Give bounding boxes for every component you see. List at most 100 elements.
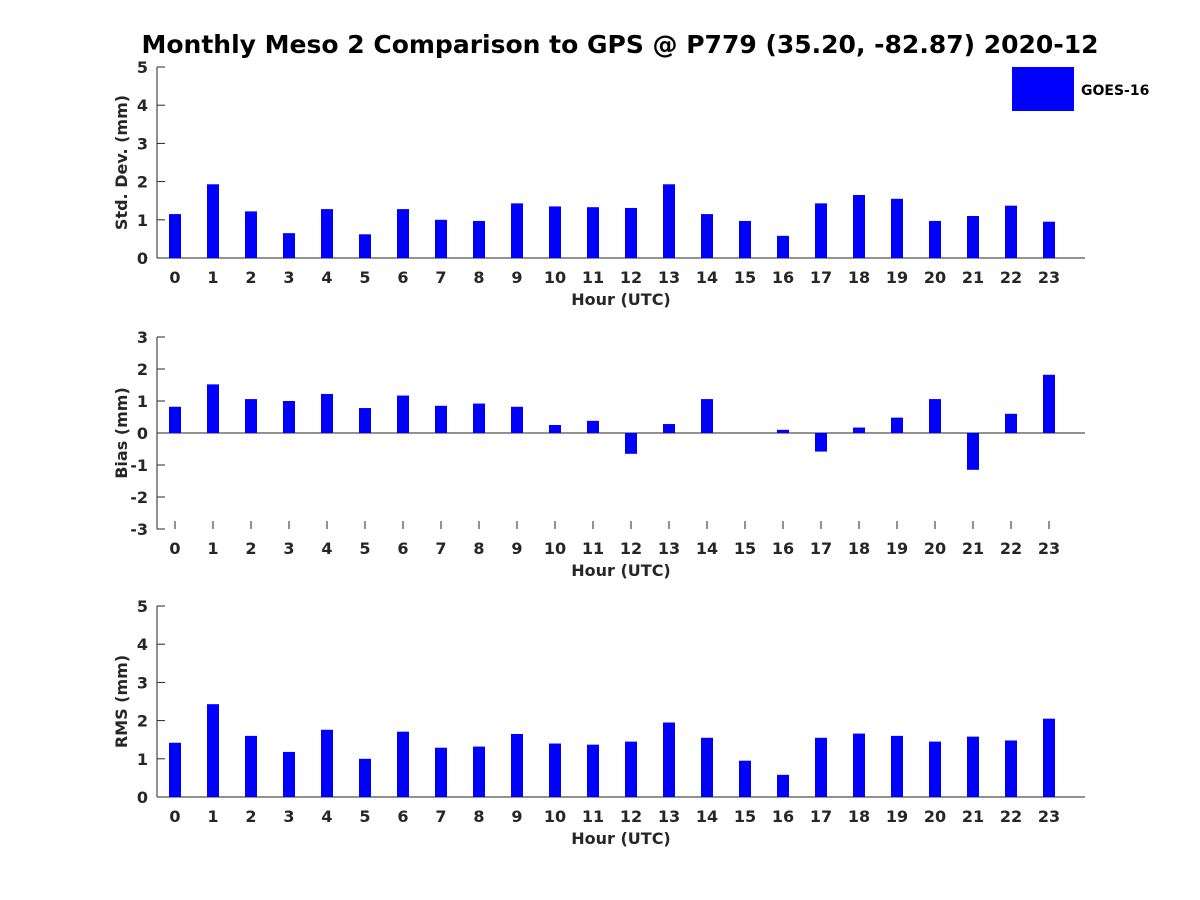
bar-hour-10 — [549, 743, 561, 797]
x-tick-label: 15 — [734, 268, 756, 287]
bar-hour-22 — [1005, 413, 1017, 433]
x-tick-label: 3 — [283, 268, 294, 287]
x-tick-label: 3 — [283, 807, 294, 826]
bar-hour-11 — [587, 207, 599, 258]
bar-hour-16 — [777, 235, 789, 258]
bar-hour-8 — [473, 403, 485, 433]
bar-hour-13 — [663, 184, 675, 258]
x-tick-label: 10 — [544, 807, 566, 826]
x-tick-label: 18 — [848, 268, 870, 287]
bar-hour-9 — [511, 733, 523, 797]
bar-hour-21 — [967, 433, 979, 470]
bar-hour-3 — [283, 751, 295, 797]
y-axis-label: RMS (mm) — [112, 655, 131, 748]
x-tick-label: 0 — [169, 807, 180, 826]
bar-hour-10 — [549, 425, 561, 433]
bar-hour-7 — [435, 405, 447, 433]
legend: GOES-16 — [1012, 67, 1149, 111]
x-tick-label: 13 — [658, 268, 680, 287]
bar-hour-23 — [1043, 718, 1055, 797]
x-tick-label: 6 — [397, 807, 408, 826]
y-tick-label: 0 — [137, 788, 148, 807]
x-tick-label: 0 — [169, 268, 180, 287]
bar-hour-1 — [207, 704, 219, 797]
x-tick-label: 10 — [544, 268, 566, 287]
bar-hour-10 — [549, 206, 561, 258]
y-axis-label: Bias (mm) — [112, 387, 131, 479]
bar-hour-23 — [1043, 221, 1055, 258]
x-tick-label: 12 — [620, 268, 642, 287]
x-tick-label: 19 — [886, 539, 908, 558]
legend-swatch — [1012, 67, 1074, 111]
x-tick-label: 9 — [511, 539, 522, 558]
x-tick-label: 14 — [696, 807, 718, 826]
bar-hour-0 — [169, 214, 181, 258]
x-tick-label: 4 — [321, 807, 332, 826]
bar-hour-6 — [397, 395, 409, 433]
x-tick-label: 2 — [245, 539, 256, 558]
bar-hour-13 — [663, 424, 675, 433]
x-tick-label: 6 — [397, 539, 408, 558]
x-tick-label: 12 — [620, 539, 642, 558]
chart-title: Monthly Meso 2 Comparison to GPS @ P779 … — [142, 30, 1099, 59]
bar-hour-21 — [967, 736, 979, 797]
x-tick-label: 2 — [245, 268, 256, 287]
x-tick-label: 20 — [924, 807, 946, 826]
x-tick-label: 15 — [734, 807, 756, 826]
bar-hour-12 — [625, 741, 637, 797]
x-tick-label: 4 — [321, 268, 332, 287]
x-tick-label: 13 — [658, 539, 680, 558]
bar-hour-14 — [701, 214, 713, 258]
y-tick-label: 4 — [137, 635, 148, 654]
x-tick-label: 21 — [962, 268, 984, 287]
x-tick-label: 5 — [359, 539, 370, 558]
x-tick-label: 18 — [848, 807, 870, 826]
bar-hour-12 — [625, 207, 637, 258]
bar-hour-2 — [245, 211, 257, 258]
x-tick-label: 22 — [1000, 807, 1022, 826]
y-tick-label: 0 — [137, 249, 148, 268]
x-tick-label: 14 — [696, 268, 718, 287]
bar-hour-17 — [815, 203, 827, 258]
bar-hour-23 — [1043, 374, 1055, 433]
x-tick-label: 1 — [207, 807, 218, 826]
bar-hour-4 — [321, 729, 333, 797]
x-tick-label: 23 — [1038, 539, 1060, 558]
y-tick-label: 2 — [137, 360, 148, 379]
bar-hour-7 — [435, 219, 447, 258]
x-axis-label: Hour (UTC) — [571, 561, 671, 580]
bar-hour-1 — [207, 184, 219, 258]
bar-hour-18 — [853, 194, 865, 258]
x-tick-label: 16 — [772, 268, 794, 287]
x-tick-label: 0 — [169, 539, 180, 558]
y-tick-label: -1 — [130, 456, 148, 475]
x-tick-label: 2 — [245, 807, 256, 826]
y-tick-label: 2 — [137, 173, 148, 192]
y-tick-label: -3 — [130, 520, 148, 539]
bar-hour-20 — [929, 220, 941, 258]
bar-hour-19 — [891, 198, 903, 258]
y-tick-label: 3 — [137, 673, 148, 692]
x-tick-label: 14 — [696, 539, 718, 558]
x-tick-label: 6 — [397, 268, 408, 287]
bar-hour-12 — [625, 433, 637, 454]
bar-hour-15 — [739, 760, 751, 797]
x-tick-label: 5 — [359, 807, 370, 826]
x-tick-label: 17 — [810, 539, 832, 558]
bar-hour-14 — [701, 399, 713, 433]
bar-hour-19 — [891, 417, 903, 433]
y-tick-label: 5 — [137, 58, 148, 77]
bar-hour-5 — [359, 234, 371, 258]
bar-hour-4 — [321, 209, 333, 258]
bar-hour-14 — [701, 737, 713, 797]
bar-hour-20 — [929, 741, 941, 797]
y-tick-label: 3 — [137, 328, 148, 347]
bar-hour-2 — [245, 735, 257, 797]
x-tick-label: 1 — [207, 268, 218, 287]
x-tick-label: 11 — [582, 539, 604, 558]
